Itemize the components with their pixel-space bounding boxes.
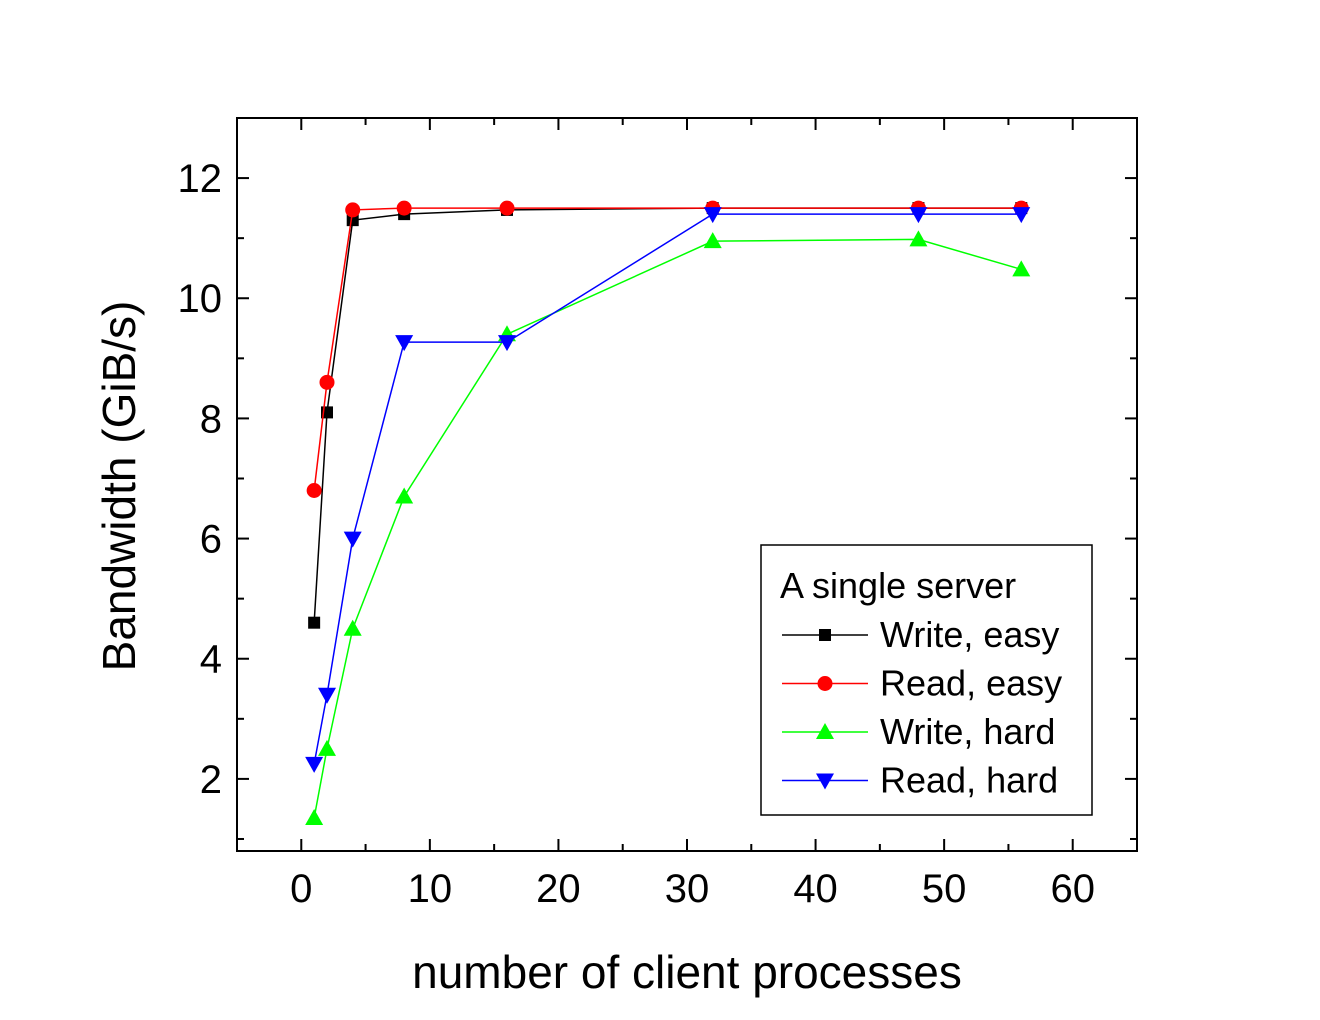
y-tick-label: 8: [200, 397, 222, 441]
y-tick-label: 2: [200, 758, 222, 802]
x-tick-label: 50: [922, 867, 967, 911]
legend-label: Read, hard: [880, 760, 1058, 801]
data-point: [344, 620, 362, 636]
data-point: [305, 757, 323, 773]
y-tick-label: 4: [200, 638, 222, 682]
data-point: [318, 688, 336, 704]
y-tick-label: 12: [178, 157, 223, 201]
legend: A single server Write, easy Read, easy Wri…: [761, 545, 1092, 815]
x-tick-label: 60: [1050, 867, 1095, 911]
x-axis-label: number of client processes: [412, 946, 962, 998]
data-point: [704, 207, 722, 223]
y-tick-label: 6: [200, 518, 222, 562]
legend-marker: [818, 676, 833, 691]
data-point: [308, 617, 320, 629]
data-point: [305, 809, 323, 825]
x-tick-label: 0: [290, 867, 312, 911]
data-point: [395, 335, 413, 351]
data-point: [909, 230, 927, 246]
x-tick-label: 40: [793, 867, 838, 911]
legend-marker: [819, 629, 831, 641]
x-tick-label: 10: [408, 867, 453, 911]
data-point: [345, 202, 360, 217]
data-point: [344, 532, 362, 548]
series-line: [314, 208, 1021, 490]
y-axis-label: Bandwidth (GiB/s): [93, 301, 145, 672]
data-point: [1012, 207, 1030, 223]
y-tick-label: 10: [178, 277, 223, 321]
data-point: [307, 483, 322, 498]
data-point: [397, 201, 412, 216]
data-point: [909, 207, 927, 223]
data-point: [395, 488, 413, 504]
legend-label: Write, hard: [880, 711, 1055, 752]
data-point: [500, 201, 515, 216]
legend-label: Read, easy: [880, 663, 1062, 704]
legend-label: Write, easy: [880, 614, 1059, 655]
data-point: [1012, 260, 1030, 276]
x-tick-label: 30: [665, 867, 710, 911]
legend-title: A single server: [780, 565, 1016, 606]
data-point: [704, 232, 722, 248]
data-point: [318, 740, 336, 756]
x-tick-label: 20: [536, 867, 581, 911]
data-point: [320, 375, 335, 390]
